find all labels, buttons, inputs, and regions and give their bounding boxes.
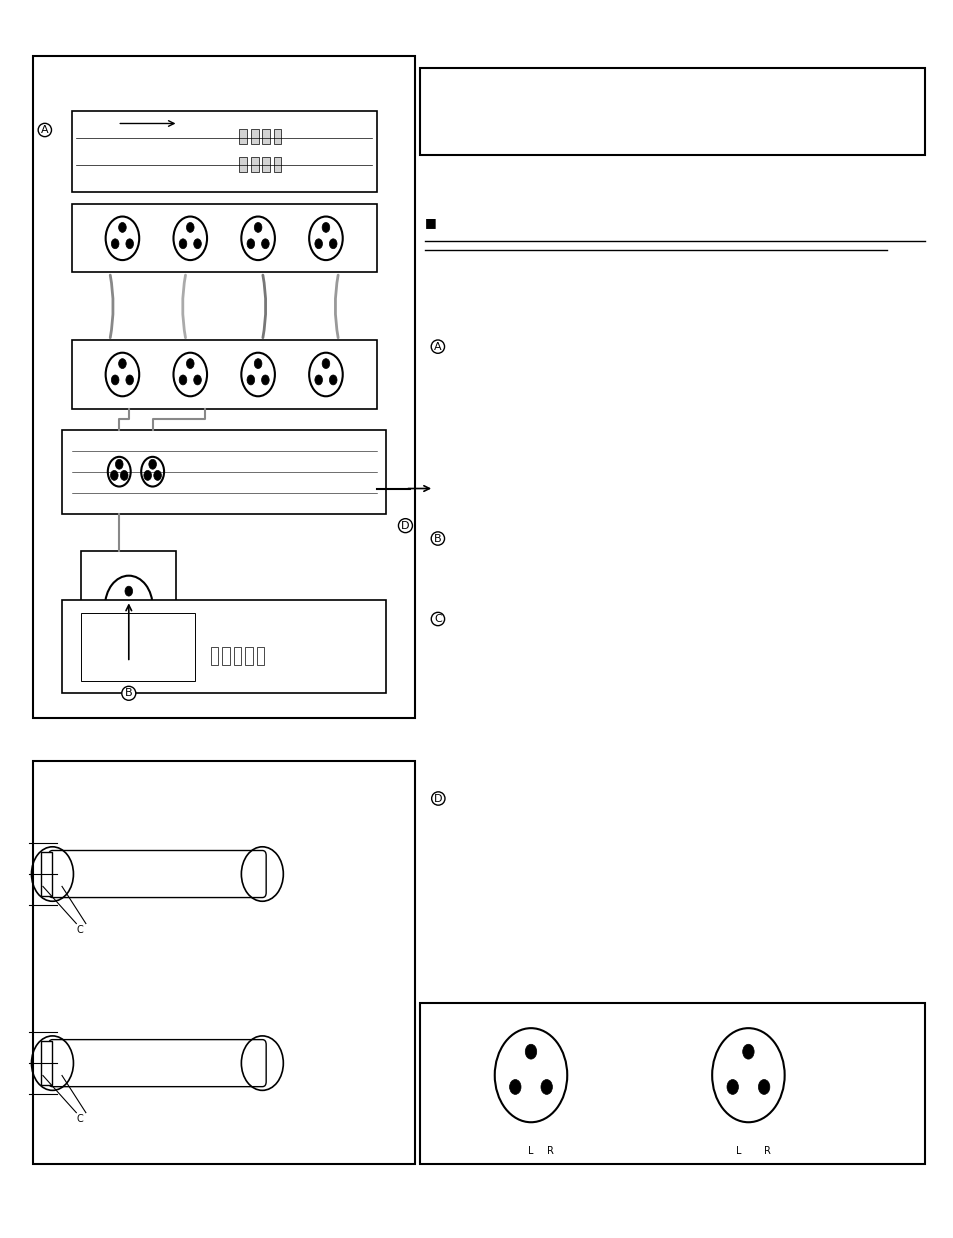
FancyBboxPatch shape <box>81 613 194 681</box>
Bar <box>256 646 264 666</box>
Text: 2: 2 <box>730 1082 735 1092</box>
Circle shape <box>314 239 322 249</box>
Circle shape <box>322 223 330 233</box>
FancyBboxPatch shape <box>62 430 386 514</box>
Circle shape <box>509 1080 520 1094</box>
Circle shape <box>254 223 262 233</box>
Circle shape <box>186 359 193 369</box>
Circle shape <box>112 375 119 385</box>
Circle shape <box>329 239 336 249</box>
Text: A: A <box>41 125 49 135</box>
Circle shape <box>114 609 122 619</box>
Circle shape <box>120 470 128 480</box>
Bar <box>245 646 253 666</box>
Text: D: D <box>434 794 442 803</box>
Circle shape <box>193 239 201 249</box>
Circle shape <box>144 470 152 480</box>
Circle shape <box>261 375 269 385</box>
FancyBboxPatch shape <box>33 761 415 1164</box>
Text: 3: 3 <box>760 1082 766 1092</box>
Circle shape <box>247 375 254 385</box>
FancyBboxPatch shape <box>419 68 924 155</box>
FancyBboxPatch shape <box>62 600 386 693</box>
Bar <box>251 129 258 144</box>
FancyBboxPatch shape <box>71 204 376 272</box>
Text: B: B <box>125 688 132 698</box>
Text: 3: 3 <box>543 1082 549 1092</box>
Text: C: C <box>76 1114 83 1124</box>
FancyBboxPatch shape <box>41 852 52 896</box>
Circle shape <box>135 609 143 619</box>
Circle shape <box>726 1080 738 1094</box>
Circle shape <box>179 375 187 385</box>
Circle shape <box>261 239 269 249</box>
Circle shape <box>179 239 187 249</box>
Bar <box>274 129 281 144</box>
Circle shape <box>118 223 126 233</box>
Bar <box>233 646 241 666</box>
Circle shape <box>118 359 126 369</box>
FancyBboxPatch shape <box>81 551 176 662</box>
Circle shape <box>254 359 262 369</box>
Circle shape <box>153 470 161 480</box>
Bar <box>239 129 247 144</box>
Text: R: R <box>763 1146 770 1156</box>
Text: 1: 1 <box>528 1047 533 1056</box>
Text: R: R <box>546 1146 553 1156</box>
Bar <box>239 157 247 172</box>
Circle shape <box>322 359 330 369</box>
FancyBboxPatch shape <box>41 1041 52 1086</box>
FancyBboxPatch shape <box>49 1040 266 1087</box>
Text: L: L <box>736 1146 740 1156</box>
Circle shape <box>741 1045 753 1060</box>
FancyBboxPatch shape <box>419 1003 924 1164</box>
Circle shape <box>193 375 201 385</box>
FancyBboxPatch shape <box>49 851 266 898</box>
Bar <box>222 646 230 666</box>
Circle shape <box>111 470 118 480</box>
Circle shape <box>525 1045 537 1060</box>
Bar <box>251 157 258 172</box>
Circle shape <box>126 239 133 249</box>
Circle shape <box>758 1080 769 1094</box>
Circle shape <box>149 459 156 469</box>
Text: C: C <box>434 614 441 624</box>
Text: C: C <box>76 925 83 935</box>
Circle shape <box>112 239 119 249</box>
Text: D: D <box>401 521 409 531</box>
Circle shape <box>115 459 123 469</box>
Text: A: A <box>434 342 441 352</box>
Circle shape <box>247 239 254 249</box>
FancyBboxPatch shape <box>71 111 376 192</box>
FancyBboxPatch shape <box>71 340 376 409</box>
FancyBboxPatch shape <box>33 56 415 718</box>
Circle shape <box>540 1080 552 1094</box>
Circle shape <box>314 375 322 385</box>
Text: 2: 2 <box>513 1082 517 1092</box>
Circle shape <box>329 375 336 385</box>
Circle shape <box>186 223 193 233</box>
Bar <box>262 129 270 144</box>
Bar <box>211 646 218 666</box>
Text: B: B <box>434 534 441 543</box>
Text: 1: 1 <box>745 1047 750 1056</box>
Circle shape <box>125 586 132 595</box>
Text: ■: ■ <box>424 215 436 229</box>
Text: L: L <box>528 1146 533 1156</box>
Bar <box>274 157 281 172</box>
Bar <box>262 157 270 172</box>
Circle shape <box>126 375 133 385</box>
